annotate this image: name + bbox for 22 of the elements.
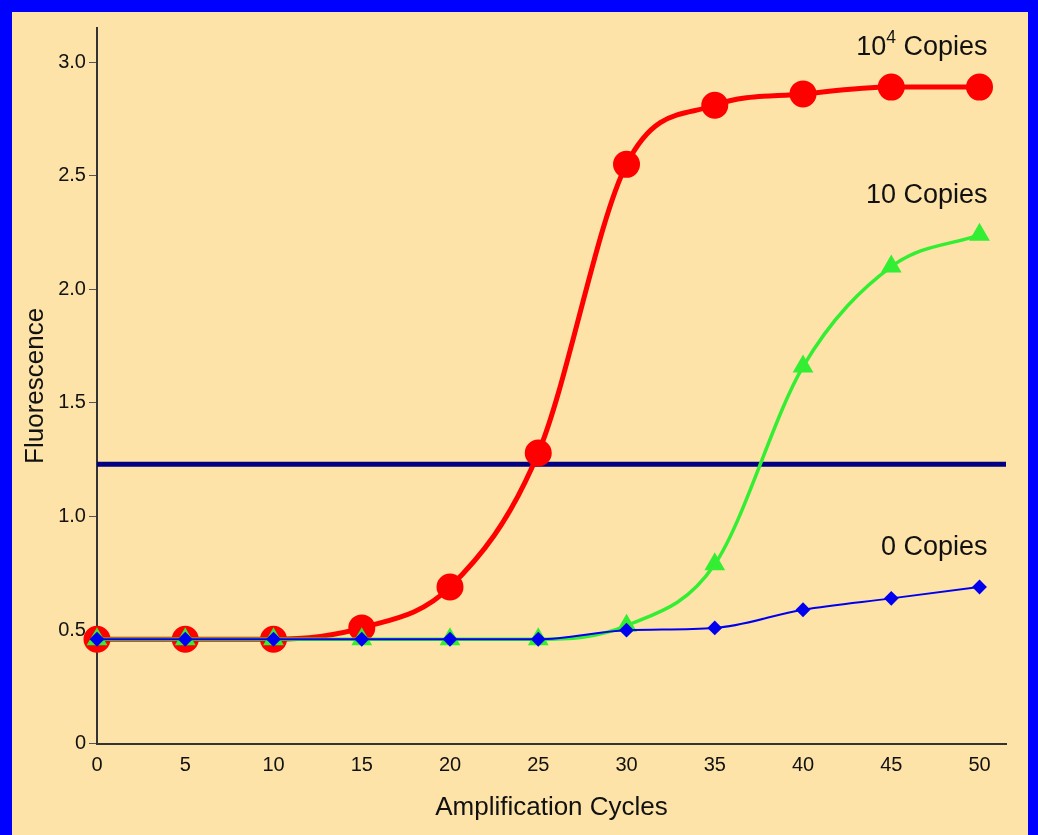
x-axis-title: Amplification Cycles bbox=[435, 790, 668, 821]
y-tick-label: 2.5 bbox=[58, 163, 86, 186]
y-tick-label: 1.0 bbox=[58, 504, 86, 527]
y-tick-label: 0 bbox=[74, 731, 86, 754]
x-tick-label: 45 bbox=[880, 753, 903, 776]
series-label: 0 Copies bbox=[880, 531, 988, 562]
x-tick-label: 15 bbox=[350, 753, 373, 776]
x-tick-label: 25 bbox=[527, 753, 550, 776]
y-tick-label: 0.5 bbox=[58, 617, 86, 640]
x-tick-label: 20 bbox=[438, 753, 462, 776]
x-tick-label: 35 bbox=[703, 753, 726, 776]
y-tick-label: 2.0 bbox=[58, 276, 86, 299]
x-tick-label: 40 bbox=[791, 753, 815, 776]
x-tick-label: 30 bbox=[615, 753, 638, 776]
y-tick-label: 1.5 bbox=[58, 390, 86, 413]
x-tick-label: 10 bbox=[262, 753, 285, 776]
x-tick-label: 0 bbox=[91, 753, 103, 776]
y-tick-label: 3.0 bbox=[58, 49, 86, 72]
series-label: 10 Copies bbox=[865, 178, 988, 209]
x-tick-label: 50 bbox=[968, 753, 991, 776]
y-axis-title: Fluorescence bbox=[18, 307, 49, 464]
x-tick-label: 5 bbox=[179, 753, 191, 776]
